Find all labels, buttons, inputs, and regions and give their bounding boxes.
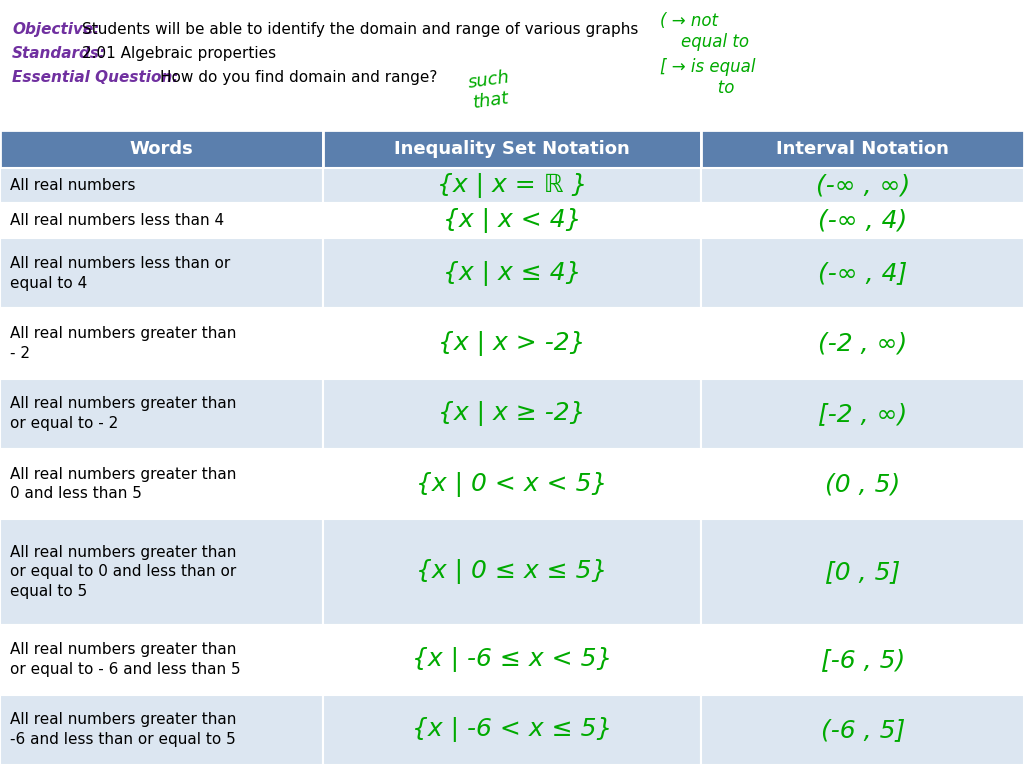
Text: [0 , 5]: [0 , 5] [825, 560, 900, 584]
Bar [701, 519, 1024, 624]
Text: ( → not
    equal to: ( → not equal to [660, 12, 749, 51]
Text: {x | -6 ≤ x < 5}: {x | -6 ≤ x < 5} [412, 647, 612, 672]
Bar [701, 449, 1024, 519]
Bar [701, 238, 1024, 309]
Text: [ → is equal
           to: [ → is equal to [660, 58, 756, 97]
Text: {x | x ≤ 4}: {x | x ≤ 4} [442, 261, 582, 286]
Bar [0, 379, 323, 449]
Text: {x | x > -2}: {x | x > -2} [438, 331, 586, 356]
Text: How do you find domain and range?: How do you find domain and range? [160, 70, 437, 85]
Text: {x | 0 ≤ x ≤ 5}: {x | 0 ≤ x ≤ 5} [417, 559, 607, 584]
Bar [323, 449, 701, 519]
Bar [701, 130, 1024, 168]
Bar [323, 203, 701, 238]
Text: (-2 , ∞): (-2 , ∞) [818, 332, 907, 356]
Bar [701, 624, 1024, 695]
Bar [0, 695, 323, 765]
Text: Essential Question:: Essential Question: [12, 70, 178, 85]
Text: [-6 , 5): [-6 , 5) [820, 647, 905, 672]
Text: All real numbers greater than
or equal to 0 and less than or
equal to 5: All real numbers greater than or equal t… [10, 545, 237, 599]
Bar [0, 203, 323, 238]
Bar [701, 203, 1024, 238]
Text: {x | 0 < x < 5}: {x | 0 < x < 5} [417, 472, 607, 497]
Bar [0, 130, 323, 168]
Bar [323, 238, 701, 309]
Bar [701, 168, 1024, 203]
Text: All real numbers less than or
equal to 4: All real numbers less than or equal to 4 [10, 256, 230, 291]
Bar [701, 309, 1024, 379]
Bar [323, 379, 701, 449]
Text: {x | -6 < x ≤ 5}: {x | -6 < x ≤ 5} [412, 717, 612, 743]
Text: All real numbers: All real numbers [10, 178, 135, 193]
Text: All real numbers greater than
or equal to - 2: All real numbers greater than or equal t… [10, 396, 237, 431]
Bar [0, 168, 323, 203]
Text: All real numbers greater than
or equal to - 6 and less than 5: All real numbers greater than or equal t… [10, 642, 241, 677]
Text: Words: Words [129, 140, 194, 158]
Text: Students will be able to identify the domain and range of various graphs: Students will be able to identify the do… [82, 22, 638, 37]
Text: (-∞ , 4]: (-∞ , 4] [818, 261, 907, 286]
Text: Objective:: Objective: [12, 22, 99, 37]
Text: (-∞ , 4): (-∞ , 4) [818, 209, 907, 233]
Bar [0, 449, 323, 519]
Bar [0, 238, 323, 309]
Bar [0, 309, 323, 379]
Text: such
that: such that [467, 68, 513, 112]
Text: (-6 , 5]: (-6 , 5] [820, 718, 905, 742]
Text: {x | x < 4}: {x | x < 4} [442, 208, 582, 233]
Text: Inequality Set Notation: Inequality Set Notation [394, 140, 630, 158]
Bar [701, 379, 1024, 449]
Text: (-∞ , ∞): (-∞ , ∞) [815, 174, 910, 197]
Bar [323, 695, 701, 765]
Bar [323, 168, 701, 203]
Bar [323, 130, 701, 168]
Text: All real numbers less than 4: All real numbers less than 4 [10, 214, 224, 228]
Text: Interval Notation: Interval Notation [776, 140, 949, 158]
Text: Standards:: Standards: [12, 46, 106, 61]
Text: [-2 , ∞): [-2 , ∞) [818, 402, 907, 425]
Bar [323, 519, 701, 624]
Bar [701, 695, 1024, 765]
Text: All real numbers greater than
- 2: All real numbers greater than - 2 [10, 326, 237, 361]
Bar [323, 624, 701, 695]
Text: {x | x ≥ -2}: {x | x ≥ -2} [438, 402, 586, 426]
Bar [323, 309, 701, 379]
Text: All real numbers greater than
-6 and less than or equal to 5: All real numbers greater than -6 and les… [10, 713, 237, 747]
Bar [0, 624, 323, 695]
Text: All real numbers greater than
0 and less than 5: All real numbers greater than 0 and less… [10, 467, 237, 502]
Bar [0, 519, 323, 624]
Text: {x | x = ℝ }: {x | x = ℝ } [437, 173, 587, 198]
Text: 2.01 Algebraic properties: 2.01 Algebraic properties [82, 46, 276, 61]
Text: (0 , 5): (0 , 5) [825, 472, 900, 496]
